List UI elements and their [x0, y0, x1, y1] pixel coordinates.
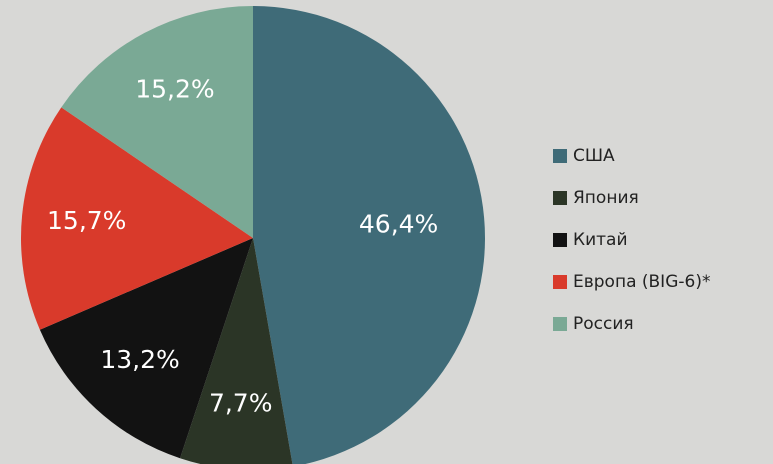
- pie-slice: [39, 238, 253, 459]
- legend-label: Китай: [573, 230, 628, 250]
- legend-swatch: [553, 317, 567, 331]
- legend-swatch: [553, 275, 567, 289]
- value-label: 15,7%: [47, 206, 126, 235]
- pie-slice: [180, 238, 293, 464]
- legend-swatch: [553, 233, 567, 247]
- legend-label: Европа (BIG-6)*: [573, 272, 710, 292]
- pie-slice: [21, 107, 254, 330]
- legend-label: Россия: [573, 314, 634, 334]
- pie-slice: [253, 6, 485, 464]
- legend-swatch: [553, 149, 567, 163]
- legend-label: Япония: [573, 188, 639, 208]
- value-label: 13,2%: [100, 345, 179, 374]
- legend-label: США: [573, 146, 615, 166]
- pie-slice: [61, 5, 254, 238]
- value-label: 46,4%: [359, 209, 438, 238]
- legend-swatch: [553, 191, 567, 205]
- value-label: 7,7%: [209, 389, 273, 418]
- value-label: 15,2%: [135, 74, 214, 103]
